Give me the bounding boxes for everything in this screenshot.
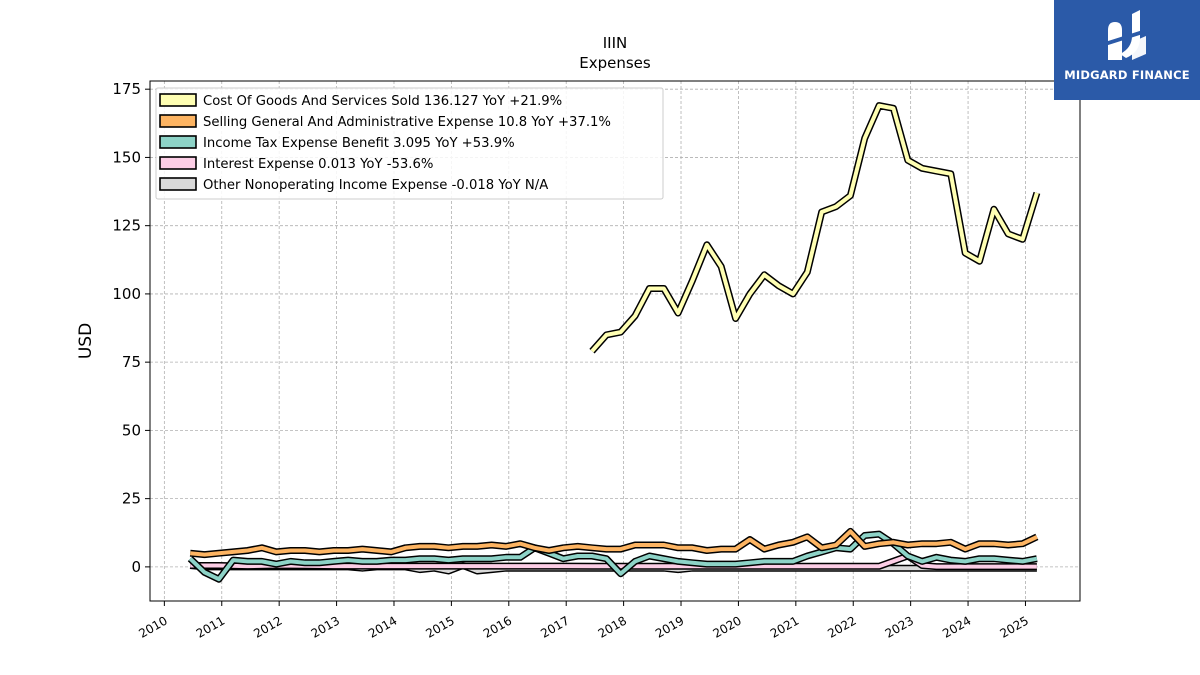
legend-label: Cost Of Goods And Services Sold 136.127 … — [203, 94, 562, 109]
x-tick-label: 2014 — [366, 613, 399, 640]
x-tick-label: 2011 — [194, 613, 227, 640]
series-lines — [187, 102, 1041, 583]
chart-subtitle: Expenses — [579, 54, 651, 72]
legend-label: Interest Expense 0.013 YoY -53.6% — [203, 157, 433, 172]
x-tick-label: 2022 — [825, 613, 858, 640]
series-line-income-tax-expense-benefit — [188, 532, 1038, 582]
y-tick-label: 125 — [112, 217, 141, 235]
y-tick-label: 50 — [122, 421, 141, 439]
legend-box — [155, 87, 664, 200]
x-tick-label: 2012 — [251, 613, 284, 640]
x-tick-label: 2015 — [423, 613, 456, 640]
x-tick-label: 2010 — [136, 613, 169, 640]
legend-swatch — [159, 177, 197, 191]
x-tick-label: 2020 — [710, 613, 743, 640]
legend-label: Other Nonoperating Income Expense -0.018… — [203, 178, 548, 193]
midgard-finance-logo: MIDGARD FINANCE — [1054, 0, 1200, 100]
x-tick-label: 2018 — [596, 613, 629, 640]
midgard-logo-mark-icon — [1105, 10, 1149, 60]
legend-swatch — [159, 93, 197, 107]
x-tick-label: 2013 — [309, 613, 342, 640]
y-tick-label: 150 — [112, 148, 141, 166]
legend-label: Income Tax Expense Benefit 3.095 YoY +53… — [203, 136, 515, 151]
legend-label: Selling General And Administrative Expen… — [203, 115, 611, 130]
series-line-cost-of-goods-and-services-sold — [590, 103, 1039, 353]
y-tick-label: 0 — [131, 558, 141, 576]
chart-title: IIIN — [603, 34, 628, 52]
x-tick-label: 2017 — [538, 613, 571, 640]
legend-swatch — [159, 114, 197, 128]
y-tick-label: 25 — [122, 490, 141, 508]
y-tick-label: 75 — [122, 353, 141, 371]
series-line-selling-general-and-administrative-expense — [190, 529, 1038, 557]
legend: Cost Of Goods And Services Sold 136.127 … — [155, 87, 664, 200]
x-tick-label: 2023 — [883, 613, 916, 640]
y-tick-label: 175 — [112, 80, 141, 98]
x-tick-label: 2016 — [481, 613, 514, 640]
x-tick-label: 2025 — [998, 613, 1031, 640]
y-axis-label: USD — [76, 323, 96, 359]
legend-swatch — [159, 135, 197, 149]
logo-text: MIDGARD FINANCE — [1064, 68, 1190, 82]
legend-swatch — [159, 156, 197, 170]
x-tick-label: 2021 — [768, 613, 801, 640]
plot-frame — [149, 80, 1081, 602]
x-tick-label: 2019 — [653, 613, 686, 640]
y-tick-label: 100 — [112, 285, 141, 303]
x-tick-label: 2024 — [940, 613, 973, 640]
